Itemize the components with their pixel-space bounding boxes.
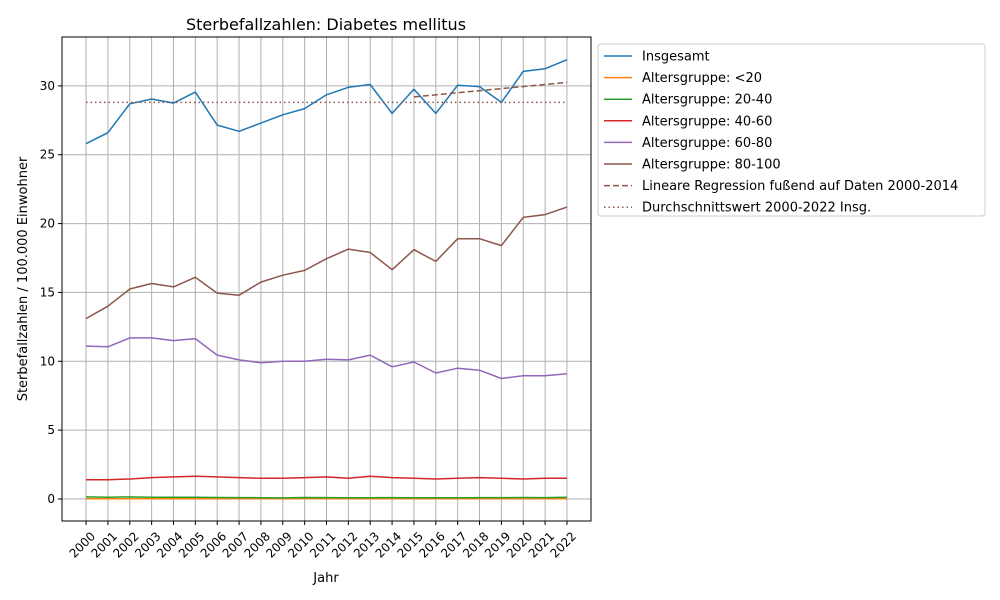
legend-label-altersgruppe-60-80: Altersgruppe: 60-80 [642, 136, 772, 151]
y-tick-label: 5 [47, 423, 55, 437]
series-line-altersgruppe-20-40 [85, 496, 568, 499]
y-tick-label: 20 [40, 217, 55, 231]
x-axis-label: Jahr [312, 571, 339, 586]
legend: Insgesamt Altersgruppe: <20 Altersgruppe: … [597, 43, 986, 217]
legend-label-altersgruppe-20: Altersgruppe: <20 [642, 71, 762, 86]
y-axis-label: Sterbefallzahlen / 100.000 Einwohner [16, 156, 31, 401]
legend-label-insgesamt: Insgesamt [642, 50, 710, 65]
legend-label-altersgruppe-40-60: Altersgruppe: 40-60 [642, 114, 772, 129]
series-line-altersgruppe-40-60 [86, 475, 567, 481]
series-line-lineare-regression-fu-end-auf-daten-2000-2014 [413, 81, 568, 98]
grid [62, 37, 591, 521]
legend-box [597, 43, 986, 217]
series-line-altersgruppe-80-100 [85, 206, 568, 320]
legend-label-altersgruppe-80-100: Altersgruppe: 80-100 [642, 158, 781, 173]
y-tick-label: 0 [47, 492, 55, 506]
y-tick-label: 10 [40, 354, 55, 368]
series-group [85, 59, 568, 500]
series-line-altersgruppe-60-80 [85, 337, 568, 380]
y-tick-label: 25 [40, 148, 55, 162]
legend-label-durchschnittswert-2000-2022-insg: Durchschnittswert 2000-2022 Insg. [642, 201, 871, 216]
legend-label-altersgruppe-20-40: Altersgruppe: 20-40 [642, 93, 772, 108]
y-tick-label: 15 [40, 285, 55, 299]
legend-label-lineare-regression-fu-end-auf-daten-2000-2014: Lineare Regression fußend auf Daten 2000… [642, 179, 958, 194]
series-line-insgesamt [85, 59, 568, 145]
chart-title: Sterbefallzahlen: Diabetes mellitus [186, 15, 466, 34]
y-tick-label: 30 [40, 79, 55, 93]
